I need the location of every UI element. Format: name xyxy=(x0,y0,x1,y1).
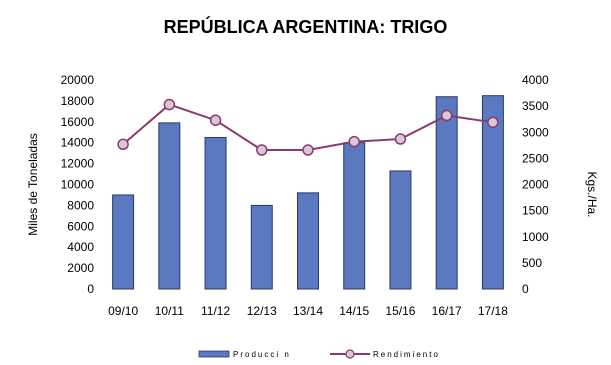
x-tick-label: 16/17 xyxy=(432,304,462,318)
y2-tick-label: 2000 xyxy=(522,178,549,192)
y-tick-label: 6000 xyxy=(67,219,94,233)
right-axis: 0 500 1000 1500 2000 2500 3000 3500 4000 Kgs./Ha. xyxy=(522,73,599,296)
x-tick-label: 17/18 xyxy=(478,304,508,318)
y-axis-label: Miles de Toneladas xyxy=(26,133,40,236)
bar xyxy=(297,192,319,290)
y2-tick-label: 1500 xyxy=(522,204,549,218)
y-tick-label: 18000 xyxy=(61,94,95,108)
x-tick-label: 14/15 xyxy=(339,304,369,318)
line-point xyxy=(440,109,453,122)
line-series xyxy=(117,98,499,156)
y-tick-label: 0 xyxy=(87,282,94,296)
y2-tick-label: 1000 xyxy=(522,230,549,244)
x-tick-label: 11/12 xyxy=(201,304,230,318)
y-tick-label: 20000 xyxy=(61,73,95,87)
bar xyxy=(481,95,504,290)
y2-tick-label: 0 xyxy=(522,282,529,296)
line-point xyxy=(394,133,407,145)
line-point xyxy=(209,114,222,126)
left-axis: 0 2000 4000 6000 8000 10000 12000 14000 16000 180… xyxy=(26,73,94,296)
y2-tick-label: 4000 xyxy=(522,73,549,87)
legend-bar-swatch xyxy=(198,350,230,358)
legend-label-rendimiento: Rendimiento xyxy=(373,350,440,359)
bar xyxy=(343,142,366,290)
y-tick-label: 14000 xyxy=(61,136,95,150)
bar xyxy=(204,136,227,290)
y-tick-label: 8000 xyxy=(67,198,94,212)
bar xyxy=(389,170,412,290)
y-tick-label: 10000 xyxy=(61,178,95,192)
bar xyxy=(158,122,181,290)
line-point xyxy=(487,116,499,129)
y2-axis-label: Kgs./Ha. xyxy=(585,171,599,217)
y2-tick-label: 500 xyxy=(522,256,542,270)
x-tick-label: 13/14 xyxy=(293,304,323,318)
x-tick-label: 12/13 xyxy=(247,304,277,318)
line-point xyxy=(348,135,360,148)
x-tick-label: 10/11 xyxy=(155,304,184,318)
x-tick-label: 09/10 xyxy=(108,304,138,318)
line-point xyxy=(302,144,314,156)
y-tick-label: 12000 xyxy=(61,157,95,171)
y-tick-label: 2000 xyxy=(67,261,94,275)
legend: Producci n Rendimiento xyxy=(198,349,440,359)
y2-tick-label: 2500 xyxy=(522,151,549,165)
y2-tick-label: 3500 xyxy=(522,99,549,113)
bar-series xyxy=(112,95,504,290)
bar xyxy=(250,204,273,290)
chart-title: REPÚBLICA ARGENTINA: TRIGO xyxy=(163,17,448,37)
line-point xyxy=(256,144,268,156)
legend-line-marker xyxy=(345,349,355,359)
y-tick-label: 4000 xyxy=(67,240,94,254)
y2-tick-label: 3000 xyxy=(522,125,549,139)
line-point xyxy=(117,138,129,151)
x-tick-label: 15/16 xyxy=(385,304,415,318)
bar xyxy=(435,96,458,290)
y-tick-label: 16000 xyxy=(61,115,95,129)
x-axis: 09/10 10/11 11/12 12/13 13/14 14/15 15/16 16/17… xyxy=(108,304,508,318)
line-point xyxy=(163,98,176,111)
legend-label-produccion: Producci n xyxy=(233,350,291,359)
bar xyxy=(112,194,135,290)
